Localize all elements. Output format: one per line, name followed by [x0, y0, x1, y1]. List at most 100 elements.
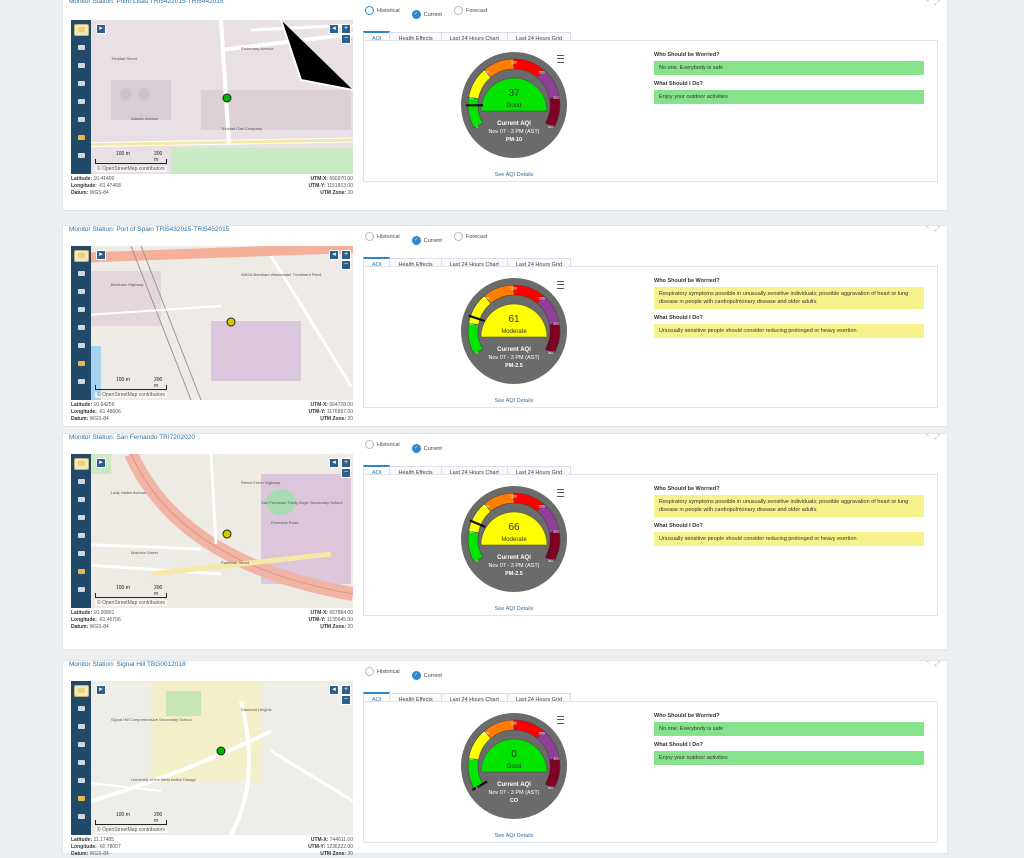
zoom-in-icon[interactable] — [74, 739, 89, 751]
expand-icon[interactable]: ⤢ — [934, 434, 941, 441]
radio-current[interactable]: ✓Current — [412, 444, 442, 453]
measure-icon[interactable] — [74, 340, 89, 352]
radio-circle[interactable]: ✓ — [412, 10, 421, 19]
locate-icon[interactable] — [74, 530, 89, 542]
measure-icon[interactable] — [74, 114, 89, 126]
zoom-out-button[interactable]: − — [341, 34, 351, 44]
pan-left-button[interactable]: ▸ — [96, 250, 106, 260]
nav-back-button[interactable]: ◂ — [329, 24, 339, 34]
layers-icon[interactable] — [74, 250, 89, 262]
collapse-icon[interactable]: ⌃ — [925, 226, 932, 233]
collapse-icon[interactable]: ⌃ — [925, 0, 932, 7]
radio-historical[interactable]: Historical — [365, 6, 400, 15]
map-canvas[interactable]: Signal Hill Comprehensive Secondary Scho… — [71, 681, 353, 835]
radio-historical[interactable]: Historical — [365, 440, 400, 449]
pan-left-button[interactable]: ▸ — [96, 458, 106, 468]
station-map[interactable]: Signal Hill Comprehensive Secondary Scho… — [71, 681, 353, 835]
locate-icon[interactable] — [74, 322, 89, 334]
pan-icon[interactable] — [74, 42, 89, 54]
radio-forecast[interactable]: Forecast — [454, 6, 487, 15]
zoom-box-icon[interactable] — [74, 494, 89, 506]
nav-back-button[interactable]: ◂ — [329, 250, 339, 260]
station-marker[interactable] — [227, 318, 235, 326]
radio-current[interactable]: ✓Current — [412, 236, 442, 245]
collapse-icon[interactable]: ⌃ — [925, 434, 932, 441]
radio-historical[interactable]: Historical — [365, 667, 400, 676]
zoom-in-icon[interactable] — [74, 78, 89, 90]
pan-left-button[interactable]: ▸ — [96, 685, 106, 695]
info-icon[interactable] — [74, 150, 89, 162]
map-attribution[interactable]: © OpenStreetMap contributors — [95, 600, 167, 606]
see-aqi-details-link[interactable]: See AQI Details — [454, 398, 574, 404]
expand-icon[interactable]: ⤢ — [934, 0, 941, 7]
zoom-out-button[interactable]: − — [341, 695, 351, 705]
radio-current[interactable]: ✓Current — [412, 10, 442, 19]
panel-controls[interactable]: ⌃ ⤢ — [925, 0, 941, 8]
layers-icon[interactable] — [74, 458, 89, 470]
nav-back-button[interactable]: ◂ — [329, 458, 339, 468]
zoom-in-button[interactable]: + — [341, 458, 351, 468]
radio-circle[interactable]: ✓ — [412, 444, 421, 453]
pan-icon[interactable] — [74, 268, 89, 280]
info-icon[interactable] — [74, 584, 89, 596]
ruler-icon[interactable] — [74, 132, 89, 144]
zoom-in-button[interactable]: + — [341, 24, 351, 34]
station-marker[interactable] — [217, 747, 225, 755]
map-attribution[interactable]: © OpenStreetMap contributors — [95, 166, 167, 172]
zoom-in-icon[interactable] — [74, 304, 89, 316]
measure-icon[interactable] — [74, 548, 89, 560]
hamburger-menu-icon[interactable] — [557, 55, 564, 63]
zoom-in-button[interactable]: + — [341, 250, 351, 260]
map-attribution[interactable]: © OpenStreetMap contributors — [95, 392, 167, 398]
radio-current[interactable]: ✓Current — [412, 671, 442, 680]
hamburger-menu-icon[interactable] — [557, 489, 564, 497]
zoom-out-button[interactable]: − — [341, 260, 351, 270]
info-icon[interactable] — [74, 811, 89, 823]
see-aqi-details-link[interactable]: See AQI Details — [454, 833, 574, 839]
zoom-in-button[interactable]: + — [341, 685, 351, 695]
panel-controls[interactable]: ⌃ ⤢ — [925, 660, 941, 669]
station-marker[interactable] — [223, 530, 231, 538]
nav-back-button[interactable]: ◂ — [329, 685, 339, 695]
locate-icon[interactable] — [74, 757, 89, 769]
hamburger-menu-icon[interactable] — [557, 281, 564, 289]
see-aqi-details-link[interactable]: See AQI Details — [454, 172, 574, 178]
panel-controls[interactable]: ⌃ ⤢ — [925, 225, 941, 234]
radio-circle[interactable]: ✓ — [412, 236, 421, 245]
radio-circle[interactable] — [365, 232, 374, 241]
radio-circle[interactable] — [454, 6, 463, 15]
station-marker[interactable] — [223, 94, 231, 102]
ruler-icon[interactable] — [74, 358, 89, 370]
radio-forecast[interactable]: Forecast — [454, 232, 487, 241]
expand-icon[interactable]: ⤢ — [934, 661, 941, 668]
zoom-in-icon[interactable] — [74, 512, 89, 524]
zoom-out-button[interactable]: − — [341, 468, 351, 478]
layers-icon[interactable] — [74, 24, 89, 36]
collapse-icon[interactable]: ⌃ — [925, 661, 932, 668]
measure-icon[interactable] — [74, 775, 89, 787]
zoom-box-icon[interactable] — [74, 721, 89, 733]
panel-controls[interactable]: ⌃ ⤢ — [925, 433, 941, 442]
ruler-icon[interactable] — [74, 566, 89, 578]
radio-circle[interactable]: ✓ — [412, 671, 421, 680]
radio-circle[interactable] — [454, 232, 463, 241]
locate-icon[interactable] — [74, 96, 89, 108]
layers-icon[interactable] — [74, 685, 89, 697]
radio-historical[interactable]: Historical — [365, 232, 400, 241]
ruler-icon[interactable] — [74, 793, 89, 805]
pan-icon[interactable] — [74, 703, 89, 715]
expand-icon[interactable]: ⤢ — [934, 226, 941, 233]
radio-circle[interactable] — [365, 440, 374, 449]
zoom-box-icon[interactable] — [74, 286, 89, 298]
radio-circle[interactable] — [365, 667, 374, 676]
hamburger-menu-icon[interactable] — [557, 716, 564, 724]
zoom-box-icon[interactable] — [74, 60, 89, 72]
map-attribution[interactable]: © OpenStreetMap contributors — [95, 827, 167, 833]
pan-icon[interactable] — [74, 476, 89, 488]
pan-left-button[interactable]: ▸ — [96, 24, 106, 34]
